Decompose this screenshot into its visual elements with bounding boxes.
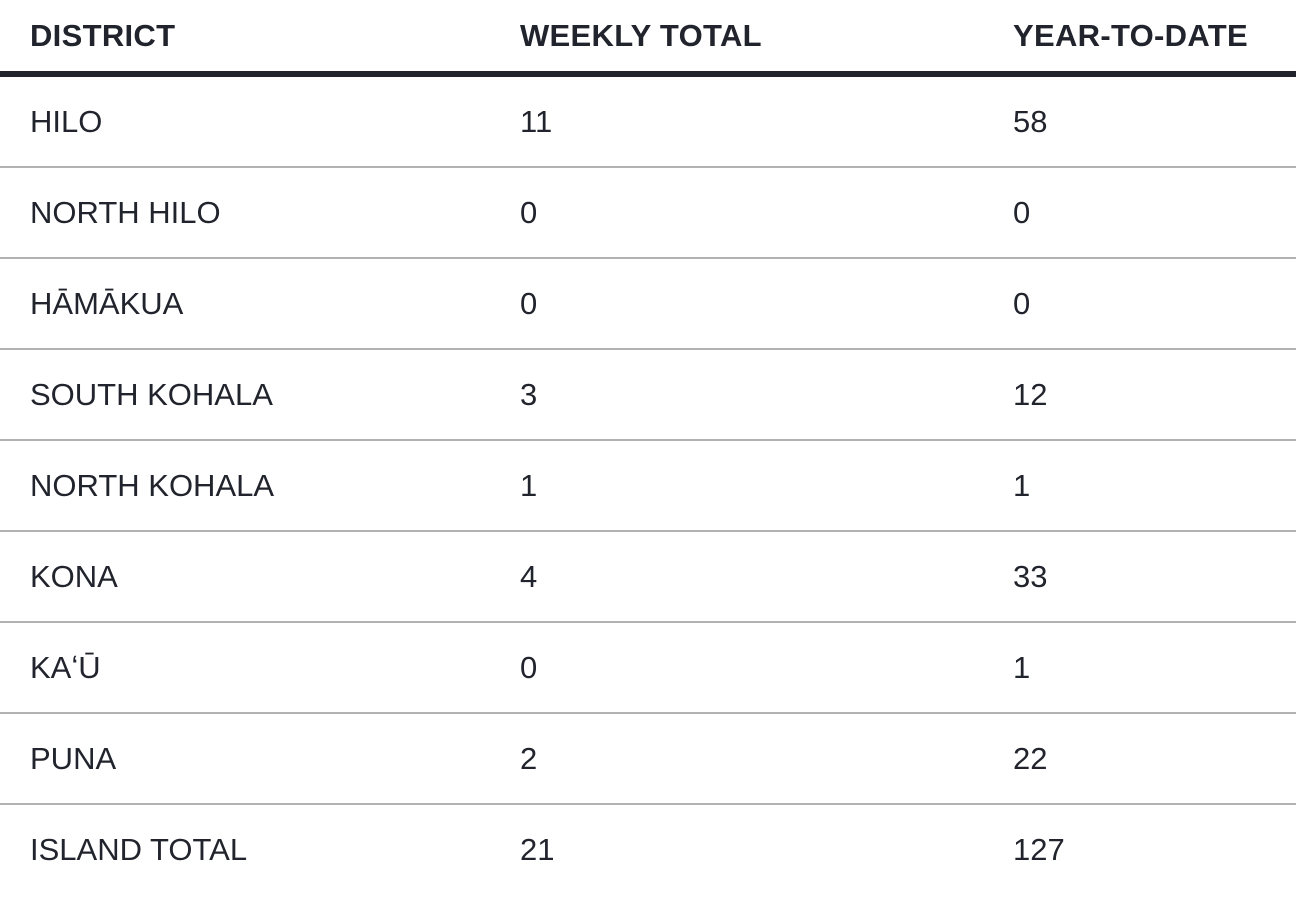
- district-name: PUNA: [0, 713, 490, 805]
- table-row: NORTH HILO 0 0: [0, 167, 1296, 259]
- district-name: HĀMĀKUA: [0, 258, 490, 350]
- weekly-total-value: 4: [490, 531, 983, 623]
- year-to-date-value: 58: [983, 74, 1296, 168]
- weekly-total-value: 21: [520, 831, 555, 867]
- year-to-date-value: 0: [983, 258, 1296, 350]
- table-row: HILO 11 58: [0, 74, 1296, 168]
- district-name: NORTH KOHALA: [0, 440, 490, 532]
- year-to-date-value: 127: [1013, 831, 1065, 867]
- weekly-total-value: 11: [490, 74, 983, 168]
- district-name: SOUTH KOHALA: [0, 349, 490, 441]
- weekly-total-value: 0: [490, 167, 983, 259]
- district-name: ISLAND TOTAL: [30, 831, 248, 867]
- year-to-date-value: 1: [983, 440, 1296, 532]
- table-row: NORTH KOHALA 1 1: [0, 440, 1296, 532]
- weekly-total-value: 2: [490, 713, 983, 805]
- district-name: HILO: [0, 74, 490, 168]
- year-to-date-value: 0: [983, 167, 1296, 259]
- weekly-total-value: 0: [490, 622, 983, 714]
- weekly-total-value: 1: [490, 440, 983, 532]
- column-header-year-to-date: YEAR-TO-DATE: [983, 0, 1296, 77]
- district-name: KONA: [0, 531, 490, 623]
- column-header-weekly-total: WEEKLY TOTAL: [490, 0, 983, 77]
- table-row: PUNA 2 22: [0, 713, 1296, 805]
- year-to-date-value: 1: [983, 622, 1296, 714]
- column-header-district: DISTRICT: [0, 0, 490, 77]
- table-row: HĀMĀKUA 0 0: [0, 258, 1296, 350]
- table-row: KAʻŪ 0 1: [0, 622, 1296, 714]
- weekly-total-value: 0: [490, 258, 983, 350]
- district-name: KAʻŪ: [0, 622, 490, 714]
- table-row: SOUTH KOHALA 3 12: [0, 349, 1296, 441]
- year-to-date-value: 22: [983, 713, 1296, 805]
- table-row-island-total: ISLAND TOTAL 21 127: [0, 804, 1296, 894]
- year-to-date-value: 12: [983, 349, 1296, 441]
- district-name: NORTH HILO: [0, 167, 490, 259]
- table-header-row: DISTRICT WEEKLY TOTAL YEAR-TO-DATE: [0, 0, 1296, 77]
- year-to-date-value: 33: [983, 531, 1296, 623]
- table-row: KONA 4 33: [0, 531, 1296, 623]
- weekly-total-value: 3: [490, 349, 983, 441]
